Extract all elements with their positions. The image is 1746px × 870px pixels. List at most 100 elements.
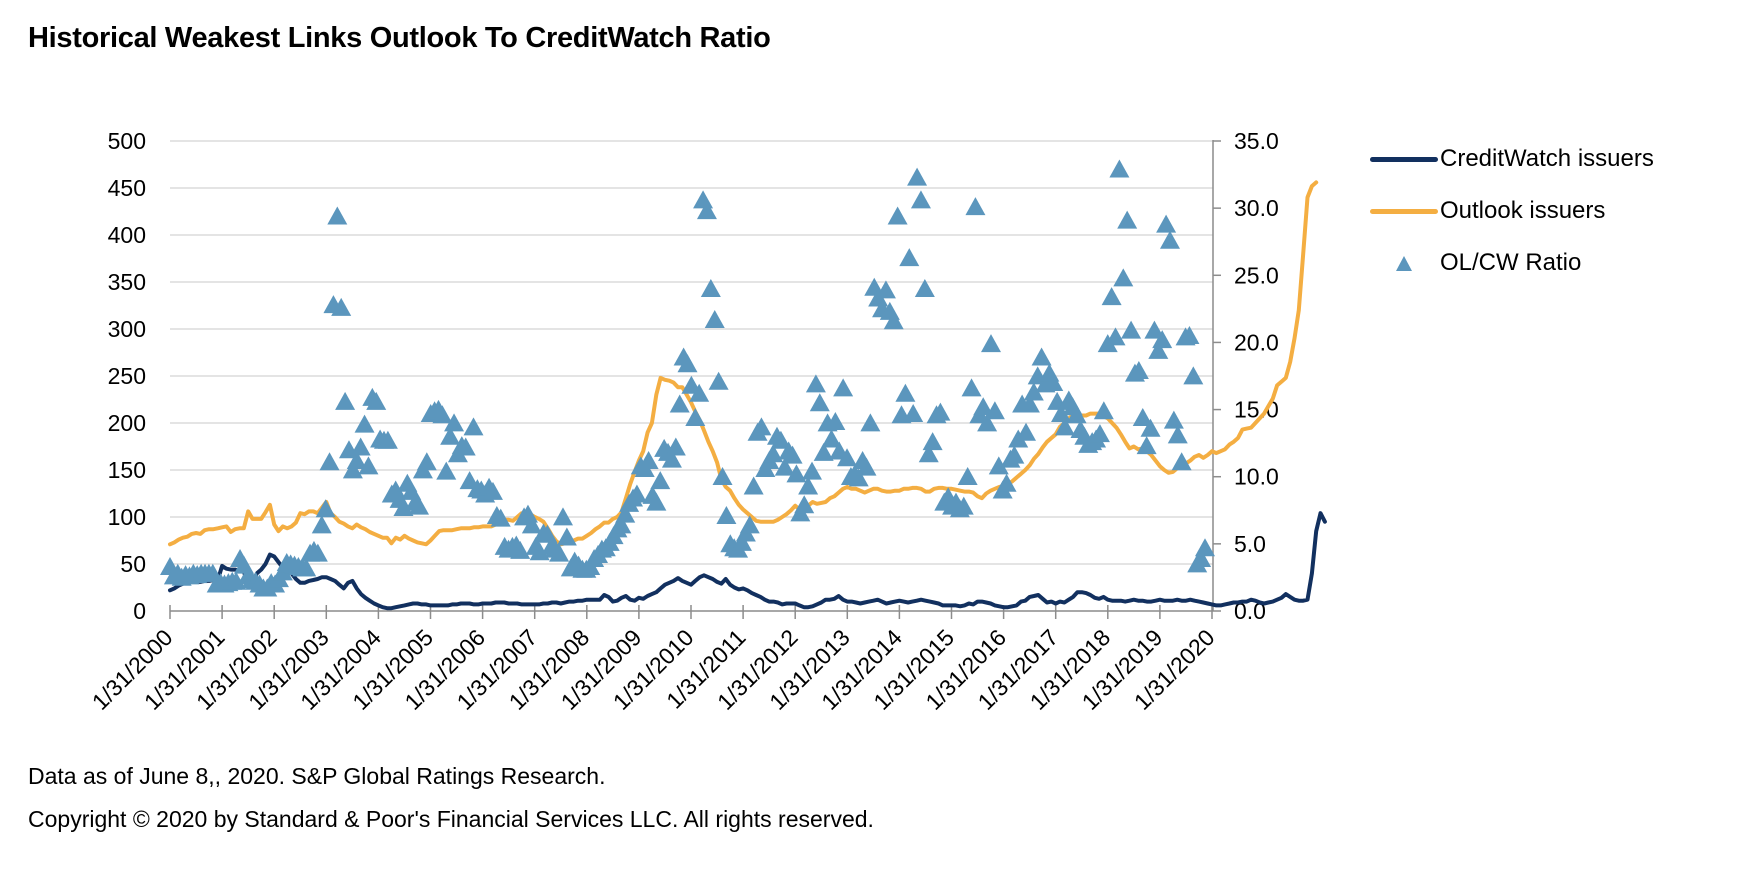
- ratio-point: [980, 334, 1001, 353]
- ratio-point: [988, 456, 1009, 475]
- ratio-point: [529, 542, 550, 561]
- ratio-point: [794, 495, 815, 514]
- y-right-tick-label: 10.0: [1234, 464, 1279, 490]
- y-right-tick-label: 20.0: [1234, 329, 1279, 355]
- ratio-point: [1136, 436, 1157, 455]
- ratio-point: [887, 206, 908, 225]
- ratio-point: [377, 430, 398, 449]
- ratio-point: [848, 468, 869, 487]
- ratio-point: [825, 412, 846, 430]
- ratio-point: [1144, 320, 1165, 339]
- ratio-point: [883, 311, 904, 330]
- ratio-point: [1163, 410, 1184, 429]
- legend-label-outlook: Outlook issuers: [1440, 197, 1606, 224]
- ratio-point: [552, 507, 573, 526]
- ratio-point: [798, 476, 819, 495]
- legend-line-creditwatch: [1370, 156, 1438, 162]
- ratio-point: [1089, 424, 1110, 443]
- y-left-tick-label: 350: [108, 269, 146, 295]
- ratio-point: [809, 393, 830, 412]
- ratio-point: [354, 414, 375, 433]
- ratio-point: [611, 515, 632, 534]
- ratio-point: [307, 543, 328, 562]
- ratio-point: [1167, 425, 1188, 444]
- ratio-point: [774, 457, 795, 476]
- axes: [169, 140, 1221, 619]
- ratio-point: [899, 248, 920, 267]
- ratio-point: [957, 467, 978, 486]
- ratio-point: [1031, 347, 1052, 366]
- ratio-point: [996, 473, 1017, 492]
- ratio-point: [455, 437, 476, 456]
- legend-line-outlook: [1370, 208, 1438, 214]
- ratio-point: [716, 506, 737, 524]
- legend-label-creditwatch: CreditWatch issuers: [1440, 145, 1654, 172]
- ratio-point: [743, 476, 764, 495]
- ratio-point: [1191, 548, 1212, 567]
- ratio-point: [521, 515, 542, 534]
- ratio-point: [626, 484, 647, 503]
- ratio-point: [689, 383, 710, 402]
- ratio-point: [875, 280, 896, 299]
- ratio-point: [1132, 407, 1153, 426]
- y-right-tick-label: 35.0: [1234, 128, 1279, 154]
- footer-source: Data as of June 8,, 2020. S&P Global Rat…: [28, 763, 606, 789]
- y-right-tick-label: 25.0: [1234, 262, 1279, 288]
- y-left-tick-label: 300: [108, 316, 146, 342]
- ratio-point: [693, 190, 714, 209]
- ratio-point: [350, 437, 371, 456]
- series-creditwatch-issuers: [168, 511, 1327, 611]
- outlook-issuers-line: [168, 180, 1319, 547]
- ratio-point: [1043, 373, 1064, 392]
- ratio-point: [805, 374, 826, 393]
- ratio-point: [1152, 330, 1173, 349]
- y-left-tick-label: 150: [108, 457, 146, 483]
- ratio-point: [700, 279, 721, 298]
- ratio-point: [331, 297, 352, 316]
- ratio-point: [763, 444, 784, 463]
- ratio-point: [965, 197, 986, 216]
- ratio-point: [704, 309, 725, 328]
- ratio-point: [895, 383, 916, 402]
- ratio-point: [615, 504, 636, 523]
- y-axis-right: 0.05.010.015.020.025.030.035.0: [1234, 128, 1279, 624]
- ratio-point: [335, 391, 356, 410]
- legend-item-ratio: OL/CW Ratio: [1370, 237, 1654, 289]
- ratio-point: [1156, 214, 1177, 233]
- ratio-point: [930, 402, 951, 421]
- ratio-point: [708, 371, 729, 390]
- ratio-point: [311, 515, 332, 534]
- ratio-point: [1016, 422, 1037, 441]
- legend-item-creditwatch: CreditWatch issuers: [1370, 133, 1654, 185]
- ratio-point: [739, 515, 760, 534]
- ratio-point: [856, 457, 877, 476]
- ratio-point: [1113, 268, 1134, 287]
- ratio-point: [751, 417, 772, 436]
- ratio-point: [1121, 320, 1142, 339]
- y-left-tick-label: 50: [120, 551, 146, 577]
- y-left-tick-label: 500: [108, 128, 146, 154]
- ratio-point: [1183, 366, 1204, 385]
- ratio-point: [327, 206, 348, 225]
- ratio-point: [821, 429, 842, 448]
- ratio-point: [358, 456, 379, 475]
- ratio-point: [953, 496, 974, 515]
- ratio-point: [1093, 401, 1114, 420]
- ratio-point: [661, 449, 682, 468]
- ratio-point: [490, 508, 511, 527]
- ratio-point: [782, 445, 803, 464]
- ratio-point: [1054, 417, 1075, 436]
- ratio-point: [432, 405, 453, 424]
- ratio-point: [685, 407, 706, 426]
- ratio-point: [510, 540, 531, 559]
- ratio-point: [366, 391, 387, 410]
- ratio-point: [802, 461, 823, 480]
- ratio-point: [903, 403, 924, 422]
- ratio-point: [961, 378, 982, 397]
- ratio-point: [973, 397, 994, 416]
- ratio-point: [1171, 452, 1192, 471]
- ratio-point: [1128, 360, 1149, 379]
- legend-item-outlook: Outlook issuers: [1370, 185, 1654, 237]
- ratio-point: [786, 464, 807, 483]
